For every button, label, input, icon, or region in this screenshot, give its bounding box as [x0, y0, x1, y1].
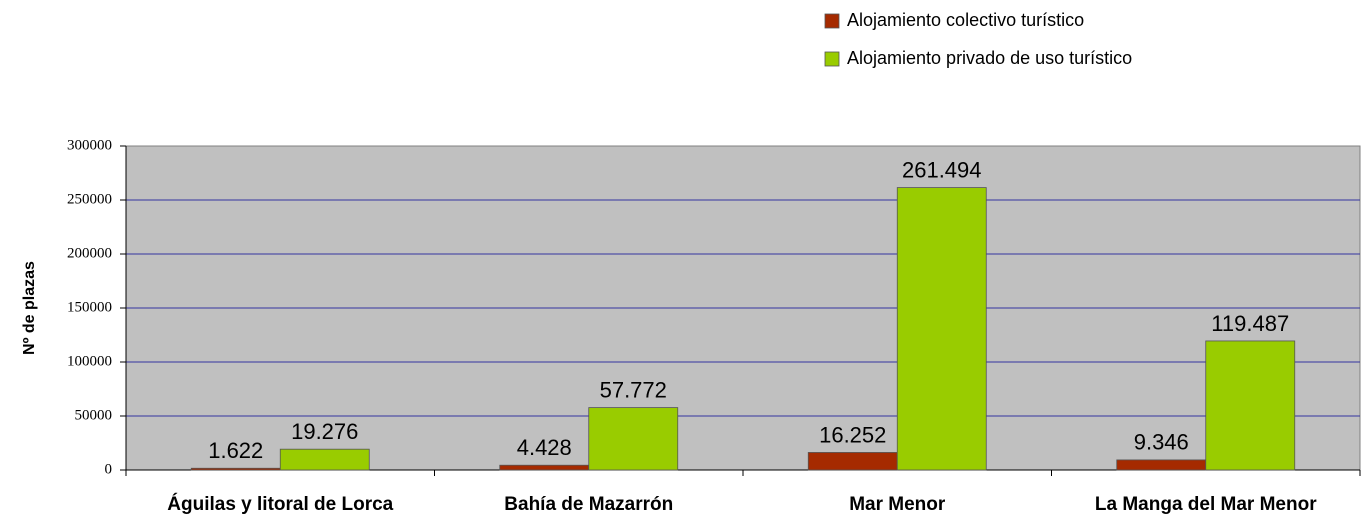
y-tick-label: 200000: [67, 245, 112, 261]
bar: [190, 467, 281, 471]
x-tick-label: Águilas y litoral de Lorca: [167, 493, 393, 515]
value-label: 19.276: [291, 419, 358, 444]
x-tick-label: Mar Menor: [849, 494, 946, 515]
x-tick-label: Bahía de Mazarrón: [504, 494, 673, 515]
y-tick-label: 150000: [67, 299, 112, 315]
value-label: 9.346: [1134, 430, 1189, 455]
value-label: 4.428: [517, 435, 572, 460]
legend-label: Alojamiento colectivo turístico: [847, 10, 1084, 30]
bar: [1116, 459, 1207, 471]
bar: [588, 407, 679, 471]
bar: [499, 464, 590, 471]
value-label: 261.494: [902, 157, 982, 182]
y-tick-label: 50000: [75, 407, 113, 423]
value-label: 57.772: [600, 377, 667, 402]
x-tick-label: La Manga del Mar Menor: [1095, 494, 1317, 515]
bar: [279, 448, 370, 471]
legend-label: Alojamiento privado de uso turístico: [847, 48, 1132, 68]
y-tick-label: 250000: [67, 191, 112, 207]
y-axis-label: Nº de plazas: [21, 261, 38, 355]
legend-swatch: [824, 13, 840, 29]
bar: [1205, 340, 1296, 471]
bar: [807, 452, 898, 471]
value-label: 1.622: [208, 438, 263, 463]
bar: [896, 187, 987, 471]
value-label: 119.487: [1211, 311, 1289, 336]
y-tick-label: 100000: [67, 353, 112, 369]
legend-swatch: [824, 51, 840, 67]
y-tick-label: 0: [105, 461, 113, 477]
value-label: 16.252: [819, 422, 886, 447]
y-tick-label: 300000: [67, 137, 112, 153]
